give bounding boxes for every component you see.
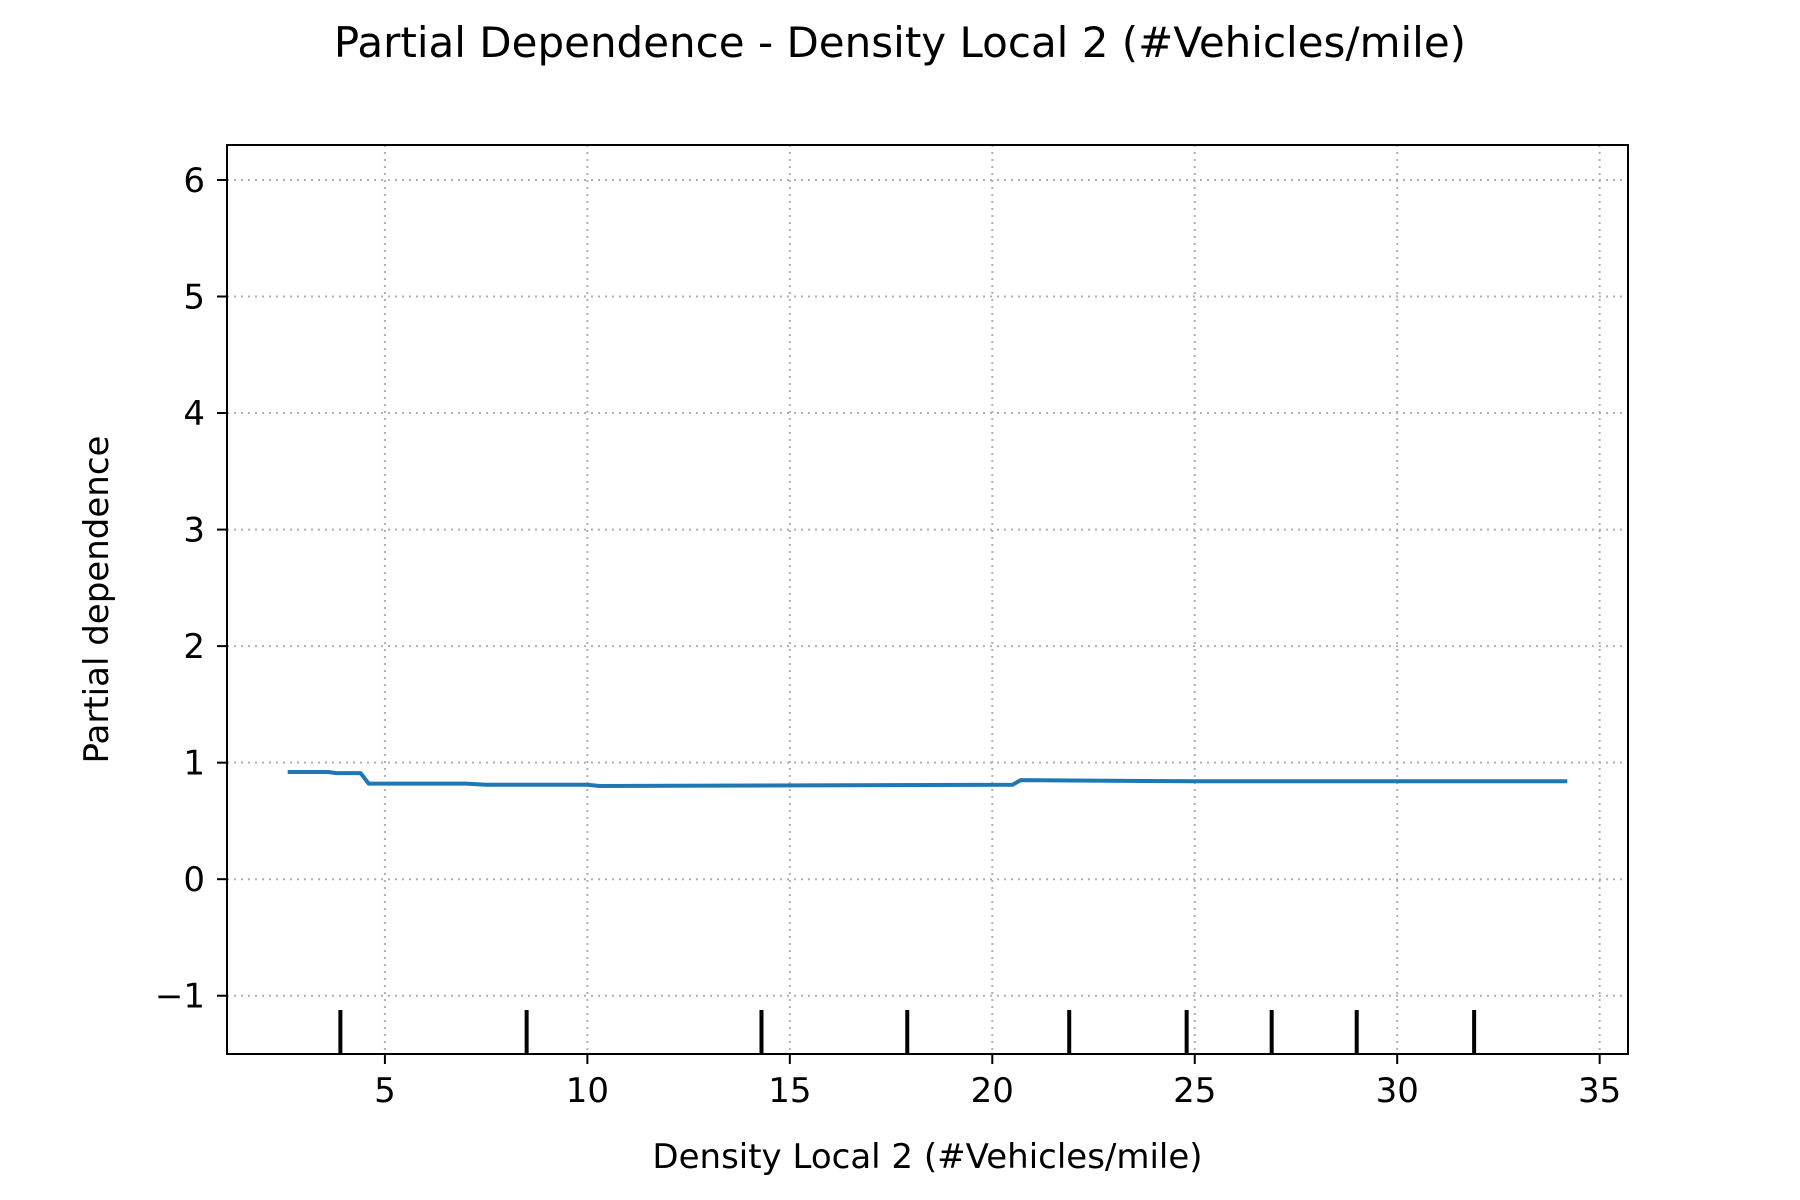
y-tick-label: −1	[155, 977, 205, 1017]
series-line-0	[287, 770, 1568, 788]
x-tick-label: 30	[1376, 1071, 1419, 1111]
y-tick-label: 5	[183, 278, 205, 318]
y-tick-label: 1	[183, 744, 205, 784]
x-tick-label: 25	[1173, 1071, 1216, 1111]
rug-marks	[338, 1010, 1477, 1054]
x-tick-label: 10	[566, 1071, 609, 1111]
chart-title: Partial Dependence - Density Local 2 (#V…	[333, 18, 1467, 67]
grid	[227, 145, 1628, 1054]
series-layer	[287, 770, 1568, 788]
x-tick-label: 35	[1578, 1071, 1621, 1111]
x-tick-label: 20	[971, 1071, 1014, 1111]
x-tick-label: 5	[374, 1071, 396, 1111]
y-tick-label: 4	[183, 394, 205, 434]
y-tick-label: 2	[183, 627, 205, 667]
axes-frame	[226, 144, 1629, 1055]
y-axis-label: Partial dependence	[77, 436, 117, 764]
y-tick-label: 0	[183, 860, 205, 900]
x-axis-label: Density Local 2 (#Vehicles/mile)	[652, 1137, 1202, 1177]
y-tick-label: 6	[183, 161, 205, 201]
x-tick-label: 15	[768, 1071, 811, 1111]
y-tick-label: 3	[183, 511, 205, 551]
ticks: 5 10 15 20 25 30 35 −1 0 1 2 3 4 5 6	[155, 161, 1621, 1111]
